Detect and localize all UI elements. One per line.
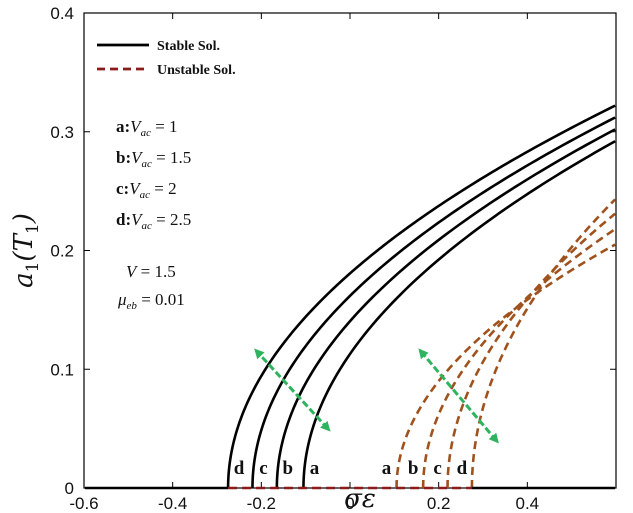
shift-arrow-2 [418,348,499,444]
stable-letter-d: d [234,458,245,479]
param-d: d:Vac = 2.5 [116,210,191,232]
x-tick-label: 0.2 [427,494,451,513]
constant-1: V = 1.5 [126,262,176,281]
stable-letter-a: a [310,458,320,479]
stable-curve-d [226,104,616,489]
curves [85,104,617,490]
x-tick-label: -0.6 [69,494,98,513]
y-tick-label: 0.2 [50,242,74,261]
x-tick-label: 0.4 [516,494,540,513]
stable-letter-b: b [283,458,294,479]
y-axis-label: a1(T1) [9,213,43,288]
unstable-curve-d [470,198,617,489]
unstable-curve-c [446,212,616,489]
x-axis-label: σε [344,484,376,513]
x-tick-label: -0.2 [247,494,276,513]
unstable-curve-a [395,243,616,489]
stable-letter-c: c [259,458,267,479]
x-tick-label: 0 [345,494,354,513]
shift-arrow-1 [254,348,331,432]
legend-label-dashed: Unstable Sol. [157,63,236,78]
plot-frame [83,12,617,489]
stable-curve-b [275,128,616,489]
param-a: a:Vac = 1 [116,117,178,139]
y-tick-label: 0 [65,479,74,498]
unstable-letter-d: d [457,458,468,479]
constant-2: μeb = 0.01 [117,290,185,312]
y-tick-label: 0.4 [50,4,74,23]
axes [83,12,617,489]
unstable-letter-b: b [408,458,419,479]
legend-label-solid: Stable Sol. [157,39,220,54]
x-tick-label: -0.4 [158,494,187,513]
unstable-curve-b [421,228,616,489]
param-c: c:Vac = 2 [116,179,177,201]
unstable-letter-a: a [382,458,392,479]
param-b: b:Vac = 1.5 [116,148,191,170]
y-tick-label: 0.3 [50,123,74,142]
labels: -0.6 -0.4 -0.2 0 0.2 0.4 0 0.1 0.2 0.3 0.4 σε a1(T1)… [9,4,539,513]
y-tick-label: 0.1 [50,360,74,379]
unstable-letter-c: c [433,458,441,479]
